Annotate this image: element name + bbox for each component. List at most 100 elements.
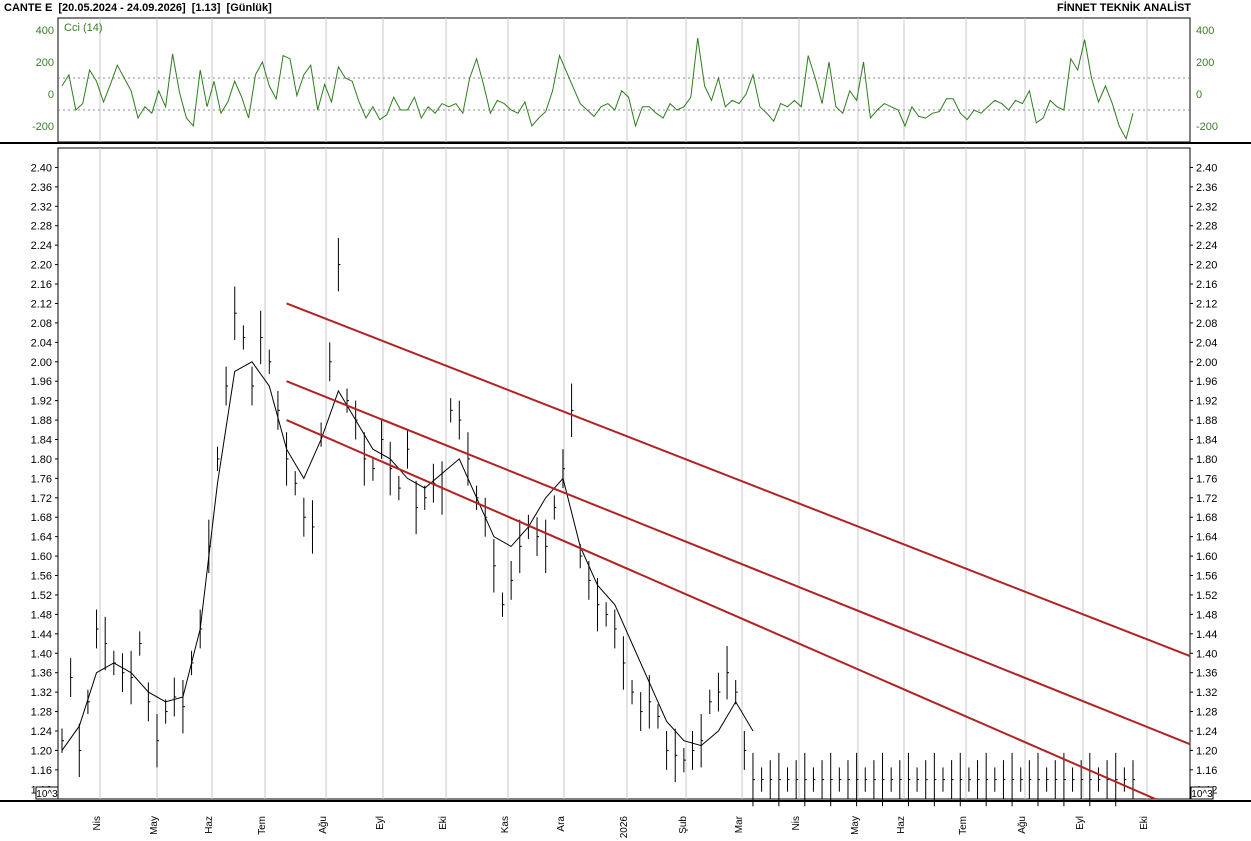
y-tick-right: 2.28 [1196, 221, 1217, 233]
x-tick-label: Eyl [375, 816, 386, 830]
y-tick-right: 2.24 [1196, 240, 1217, 252]
channel-trendline [286, 380, 1191, 746]
y-tick-right: 1.32 [1196, 687, 1217, 699]
symbol-title: CANTE E [20.05.2024 - 24.09.2026] [1.13]… [4, 2, 272, 14]
x-tick-label: Haz [896, 816, 907, 834]
y-tick-right: 1.28 [1196, 707, 1217, 719]
x-tick-label: Şub [678, 816, 689, 834]
y-tick-left: 1.88 [31, 415, 52, 427]
y-tick-right: 2.32 [1196, 201, 1217, 213]
y-tick-left: 2.20 [31, 260, 52, 272]
x-tick-label: Ağu [1017, 816, 1028, 834]
x-tick-label: 2026 [619, 816, 630, 839]
y-tick-left: 1.24 [31, 726, 52, 738]
y-tick-left: 2.08 [31, 318, 52, 330]
y-tick-left: 2.24 [31, 240, 52, 252]
y-tick-left: 1.60 [31, 551, 52, 563]
brand-label: FİNNET TEKNİK ANALİST [1056, 2, 1191, 14]
x-tick-label: Haz [204, 816, 215, 834]
y-tick-right: 2.20 [1196, 260, 1217, 272]
cci-y-tick-right: 0 [1196, 89, 1202, 101]
y-tick-left: 1.68 [31, 512, 52, 524]
y-tick-right: 1.80 [1196, 454, 1217, 466]
y-tick-right: 1.52 [1196, 590, 1217, 602]
x-tick-label: Eki [1139, 816, 1150, 830]
x-tick-label: Ara [556, 816, 567, 832]
y-tick-right: 2.00 [1196, 357, 1217, 369]
cci-y-tick-right: 400 [1196, 25, 1214, 37]
y-tick-right: 1.40 [1196, 648, 1217, 660]
y-tick-left: 2.00 [31, 357, 52, 369]
y-tick-right: 1.92 [1196, 396, 1217, 408]
y-tick-left: 1.84 [31, 434, 52, 446]
cci-legend: Cci (14) [64, 22, 103, 34]
y-tick-left: 1.16 [31, 765, 52, 777]
y-tick-right: 2.04 [1196, 337, 1217, 349]
x-tick-label: May [850, 816, 861, 835]
x-tick-label: Eyl [1075, 816, 1086, 830]
x-tick-label: Tem [958, 816, 969, 835]
x-tick-label: Nis [92, 816, 103, 830]
x-tick-label: Mar [734, 815, 745, 833]
cci-line [61, 37, 1134, 141]
y-tick-left: 1.76 [31, 473, 52, 485]
y-tick-right: 1.72 [1196, 493, 1217, 505]
y-tick-left: 1.28 [31, 707, 52, 719]
channel-trendline [286, 419, 1156, 800]
cci-panel-frame [57, 17, 1191, 143]
y-tick-left: 2.36 [31, 182, 52, 194]
scale-box-right [1190, 786, 1214, 800]
y-tick-left: 1.72 [31, 493, 52, 505]
cci-y-tick-right: 200 [1196, 57, 1214, 69]
cci-y-tick-left: 400 [36, 25, 54, 37]
y-tick-right: 1.24 [1196, 726, 1217, 738]
y-tick-left: 2.16 [31, 279, 52, 291]
x-tick-label: Tem [257, 816, 268, 835]
cci-y-tick-right: -200 [1196, 121, 1218, 133]
y-tick-right: 1.48 [1196, 609, 1217, 621]
y-tick-right: 1.88 [1196, 415, 1217, 427]
y-tick-left: 1.32 [31, 687, 52, 699]
y-tick-left: 2.32 [31, 201, 52, 213]
y-tick-left: 2.12 [31, 298, 52, 310]
y-tick-right: 1.44 [1196, 629, 1217, 641]
y-tick-right: 1.96 [1196, 376, 1217, 388]
chart-header: CANTE E [20.05.2024 - 24.09.2026] [1.13]… [0, 0, 1251, 18]
y-tick-left: 1.48 [31, 609, 52, 621]
price-panel-frame [57, 147, 1191, 800]
y-tick-right: 1.56 [1196, 571, 1217, 583]
x-tick-label: Eki [438, 816, 449, 830]
y-tick-left: 1.52 [31, 590, 52, 602]
y-tick-right: 1.68 [1196, 512, 1217, 524]
y-tick-right: 2.12 [1196, 298, 1217, 310]
scale-label-left: 10^3 [36, 789, 58, 800]
y-tick-right: 1.84 [1196, 434, 1217, 446]
x-tick-label: Ağu [318, 816, 329, 834]
channel-trendline [286, 302, 1191, 657]
y-tick-right: 2.16 [1196, 279, 1217, 291]
y-tick-left: 1.40 [31, 648, 52, 660]
y-tick-left: 1.64 [31, 532, 52, 544]
y-tick-right: 1.76 [1196, 473, 1217, 485]
x-tick-label: Nis [791, 816, 802, 830]
cci-y-tick-left: 200 [36, 57, 54, 69]
y-tick-right: 1.16 [1196, 765, 1217, 777]
y-tick-right: 2.36 [1196, 182, 1217, 194]
y-tick-left: 1.44 [31, 629, 52, 641]
y-tick-right: 2.08 [1196, 318, 1217, 330]
cci-y-tick-left: 0 [48, 89, 54, 101]
y-tick-left: 1.92 [31, 396, 52, 408]
x-tick-label: Kas [500, 816, 511, 833]
y-tick-left: 2.28 [31, 221, 52, 233]
y-tick-right: 1.36 [1196, 668, 1217, 680]
scale-box-left [35, 786, 59, 800]
y-tick-left: 1.56 [31, 571, 52, 583]
y-tick-left: 1.96 [31, 376, 52, 388]
y-tick-right: 2.40 [1196, 162, 1217, 174]
x-tick-label: May [149, 816, 160, 835]
cci-y-tick-left: -200 [32, 121, 54, 133]
y-tick-left: 1.80 [31, 454, 52, 466]
scale-label-right: 10^3 [1191, 789, 1213, 800]
y-tick-left: 1.36 [31, 668, 52, 680]
